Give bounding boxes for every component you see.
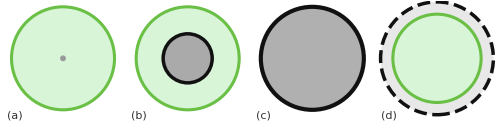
Text: (d): (d) [380,111,396,121]
Circle shape [261,7,364,110]
Circle shape [380,2,494,115]
Text: (a): (a) [6,111,22,121]
Text: (c): (c) [256,111,271,121]
Circle shape [61,56,65,61]
Circle shape [163,34,212,83]
Circle shape [393,14,481,102]
Circle shape [136,7,239,110]
Text: (b): (b) [132,111,147,121]
Circle shape [12,7,115,110]
